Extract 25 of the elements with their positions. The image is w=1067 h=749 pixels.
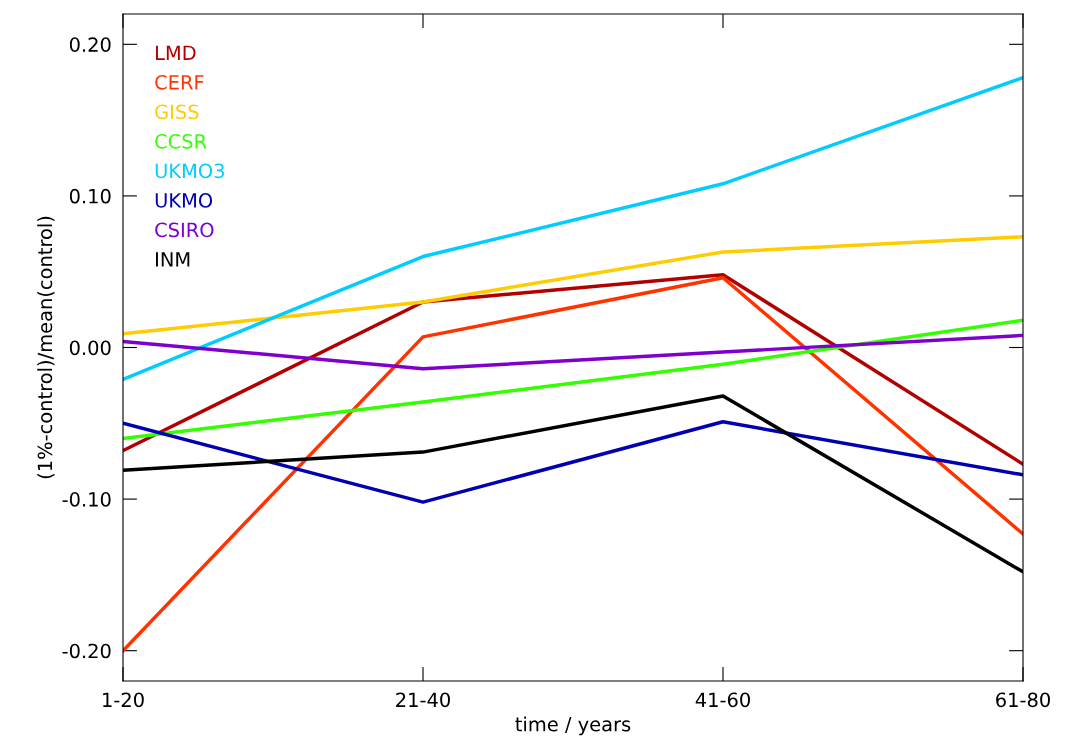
text: GISS — [155, 104, 199, 120]
x-tick-label: 61-80 — [996, 692, 1050, 708]
text: INM — [156, 252, 190, 267]
line-series — [123, 318, 1023, 441]
y-tick-label: -0.20 — [62, 643, 111, 659]
y-tick-label: 0.00 — [69, 340, 111, 356]
line-series — [123, 273, 1023, 466]
text: CSIRO — [155, 222, 214, 238]
text: UKMO — [155, 193, 213, 208]
text: CERF — [155, 74, 204, 90]
text: UKMO3 — [155, 163, 224, 179]
y-tick-label: 0.20 — [69, 37, 111, 52]
line-series — [123, 333, 1023, 371]
line-series — [123, 276, 1023, 653]
text: CCSR — [155, 133, 207, 149]
x-tick-label: 41-60 — [695, 692, 750, 708]
y-tick-label: 0.10 — [69, 188, 111, 204]
line-series — [123, 420, 1023, 504]
text: LMD — [156, 45, 196, 60]
x-axis-title: time / years — [515, 716, 631, 736]
y-tick-label: -0.10 — [62, 492, 111, 507]
x-tick-label: 21-40 — [396, 692, 450, 708]
line-series — [123, 75, 1023, 382]
y-axis-title: (1%-control)/mean(control) — [37, 216, 55, 479]
x-tick-label: 1-20 — [103, 692, 144, 708]
